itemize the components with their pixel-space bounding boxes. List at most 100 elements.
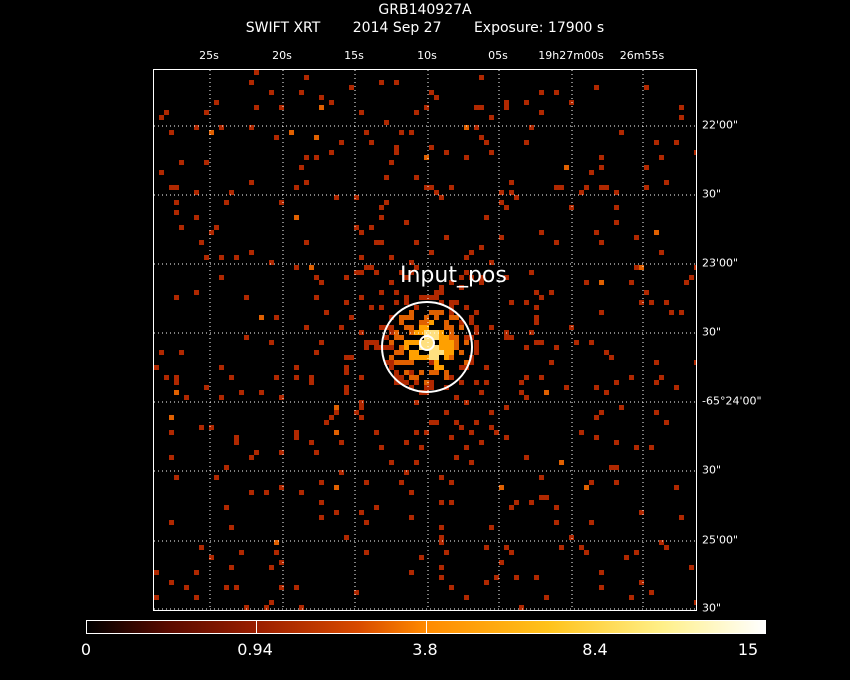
photon-pixel (414, 460, 419, 465)
photon-pixel (444, 320, 449, 325)
photon-pixel (309, 440, 314, 445)
photon-pixel (534, 575, 539, 580)
photon-pixel (474, 325, 479, 330)
photon-pixel (464, 270, 469, 275)
photon-pixel (414, 110, 419, 115)
source-marker-circle (419, 335, 435, 351)
photon-pixel (439, 290, 444, 295)
photon-pixel (389, 460, 394, 465)
photon-pixel (504, 545, 509, 550)
photon-pixel (589, 170, 594, 175)
photon-pixel (419, 330, 424, 335)
photon-pixel (449, 350, 454, 355)
photon-pixel (319, 500, 324, 505)
ra-tick-label: 26m55s (619, 49, 665, 62)
ra-tick-label: 10s (417, 49, 437, 62)
photon-pixel (424, 295, 429, 300)
xrt-image-panel[interactable] (153, 69, 697, 611)
photon-pixel (409, 570, 414, 575)
photon-pixel (544, 595, 549, 600)
photon-pixel (659, 155, 664, 160)
photon-pixel (439, 340, 444, 345)
photon-pixel (439, 565, 444, 570)
photon-pixel (599, 280, 604, 285)
photon-pixel (419, 320, 424, 325)
photon-pixel (639, 510, 644, 515)
photon-pixel (364, 265, 369, 270)
photon-pixel (499, 485, 504, 490)
photon-pixel (204, 160, 209, 165)
photon-pixel (619, 405, 624, 410)
photon-pixel (674, 485, 679, 490)
photon-pixel (539, 110, 544, 115)
photon-pixel (599, 570, 604, 575)
photon-pixel (449, 375, 454, 380)
photon-pixel (399, 315, 404, 320)
photon-pixel (534, 320, 539, 325)
photon-pixel (349, 355, 354, 360)
photon-pixel (254, 450, 259, 455)
photon-pixel (234, 440, 239, 445)
photon-pixel (334, 410, 339, 415)
photon-pixel (469, 360, 474, 365)
photon-pixel (549, 290, 554, 295)
photon-pixel (394, 380, 399, 385)
photon-pixel (359, 110, 364, 115)
photon-pixel (514, 575, 519, 580)
photon-pixel (424, 335, 429, 340)
photon-pixel (344, 385, 349, 390)
photon-pixel (449, 280, 454, 285)
photon-pixel (344, 390, 349, 395)
photon-pixel (429, 360, 434, 365)
photon-pixel (469, 460, 474, 465)
photon-pixel (599, 185, 604, 190)
photon-pixel (694, 265, 696, 270)
photon-pixel (504, 435, 509, 440)
photon-pixel (604, 185, 609, 190)
photon-pixel (534, 290, 539, 295)
photon-pixel (694, 600, 696, 605)
photon-pixel (479, 75, 484, 80)
photon-pixel (584, 550, 589, 555)
photon-pixel (384, 200, 389, 205)
photon-pixel (179, 225, 184, 230)
photon-pixel (434, 330, 439, 335)
photon-pixel (379, 325, 384, 330)
photon-pixel (349, 85, 354, 90)
photon-pixel (579, 430, 584, 435)
photon-pixel (229, 375, 234, 380)
photon-pixel (449, 335, 454, 340)
photon-pixel (499, 190, 504, 195)
photon-pixel (409, 360, 414, 365)
photon-pixel (404, 315, 409, 320)
photon-pixel (344, 365, 349, 370)
photon-pixel (164, 110, 169, 115)
photon-pixel (234, 585, 239, 590)
photon-pixel (599, 585, 604, 590)
photon-pixel (259, 390, 264, 395)
photon-pixel (404, 345, 409, 350)
photon-pixel (389, 160, 394, 165)
photon-pixel (529, 500, 534, 505)
photon-pixel (314, 275, 319, 280)
dec-tick-label: 30" (702, 463, 722, 477)
photon-pixel (654, 380, 659, 385)
photon-pixel (169, 580, 174, 585)
photon-pixel (434, 95, 439, 100)
photon-pixel (569, 535, 574, 540)
dec-tick-label: 22'00" (702, 118, 739, 132)
photon-pixel (274, 375, 279, 380)
photon-pixel (414, 400, 419, 405)
photon-pixel (279, 585, 284, 590)
image-title: GRB140927A (378, 2, 472, 18)
source-region-circle (381, 301, 473, 393)
photon-pixel (539, 475, 544, 480)
photon-pixel (489, 115, 494, 120)
photon-pixel (479, 440, 484, 445)
photon-pixel (334, 485, 339, 490)
photon-pixel (254, 105, 259, 110)
photon-pixel (534, 340, 539, 345)
photon-pixel (414, 350, 419, 355)
photon-pixel (594, 230, 599, 235)
photon-pixel (564, 385, 569, 390)
